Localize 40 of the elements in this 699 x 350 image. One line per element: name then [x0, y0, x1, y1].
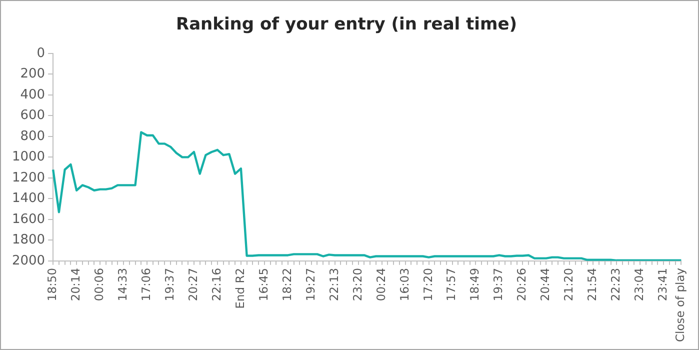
x-tick-label: 20:26 — [514, 268, 529, 302]
x-tick-label: 18:49 — [468, 268, 482, 302]
x-tick-label: 00:06 — [92, 268, 106, 302]
x-tick-label: 16:45 — [256, 268, 270, 302]
x-tick-label: 23:41 — [656, 268, 670, 302]
x-tick-label: Close of play — [673, 268, 688, 342]
y-tick-label: 1400 — [12, 191, 46, 206]
y-tick-label: 1200 — [12, 170, 46, 186]
y-tick-label: 200 — [20, 66, 46, 82]
x-tick-label: 17:06 — [138, 268, 153, 302]
x-tick-label: 22:16 — [209, 268, 224, 302]
y-tick-label: 2000 — [12, 253, 46, 268]
x-tick-label: 21:20 — [562, 268, 576, 302]
x-tick-label: 20:14 — [68, 268, 83, 302]
x-tick-label: 22:23 — [608, 268, 623, 302]
x-tick-label: 22:13 — [326, 268, 341, 302]
y-tick-label: 600 — [20, 108, 46, 124]
x-tick-label: 23:20 — [350, 268, 364, 302]
x-tick-label: 14:33 — [116, 268, 130, 302]
x-tick-label: 18:50 — [45, 268, 60, 302]
x-tick-label: 20:27 — [186, 268, 200, 302]
x-tick-label: 19:37 — [491, 268, 506, 302]
x-tick-label: 17:20 — [420, 268, 435, 302]
y-tick-label: 1600 — [12, 212, 46, 227]
x-tick-label: 00:24 — [374, 268, 388, 302]
y-tick-label: 1800 — [12, 232, 46, 248]
x-tick-label: 23:04 — [632, 268, 646, 302]
x-tick-label: 18:22 — [280, 268, 294, 302]
y-tick-label: 1000 — [12, 150, 46, 165]
chart-title: Ranking of your entry (in real time) — [176, 14, 518, 35]
x-tick-label: 17:57 — [444, 268, 458, 302]
x-tick-label: 19:37 — [162, 268, 176, 302]
x-tick-label: 16:03 — [397, 268, 412, 302]
x-tick-label: 20:44 — [538, 268, 552, 302]
x-tick-label: 21:54 — [585, 268, 600, 302]
x-tick-label: 19:27 — [303, 268, 318, 302]
y-tick-label: 800 — [20, 128, 46, 144]
y-tick-label: 400 — [20, 87, 46, 102]
y-tick-label: 0 — [36, 46, 46, 61]
x-tick-label: End R2 — [232, 268, 247, 309]
